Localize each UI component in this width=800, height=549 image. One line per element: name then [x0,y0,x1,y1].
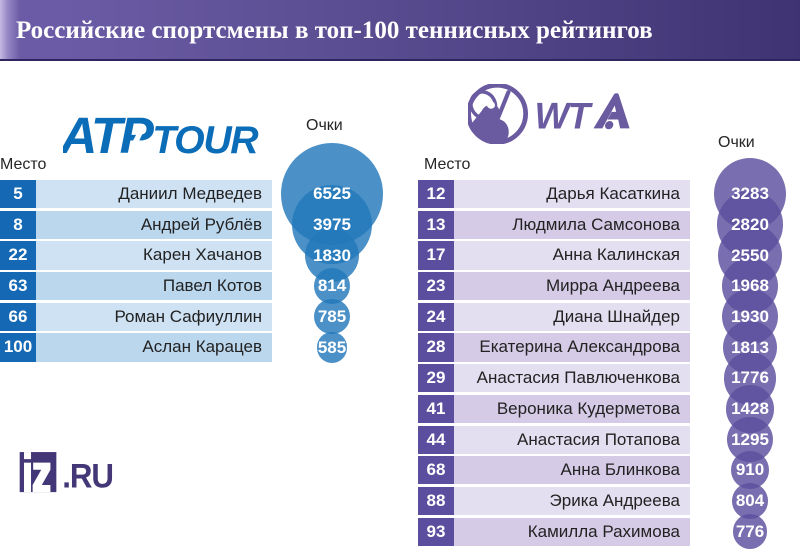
svg-text:.RU: .RU [62,456,113,495]
svg-text:WT: WT [535,95,594,136]
svg-text:TOUR: TOUR [152,118,259,162]
